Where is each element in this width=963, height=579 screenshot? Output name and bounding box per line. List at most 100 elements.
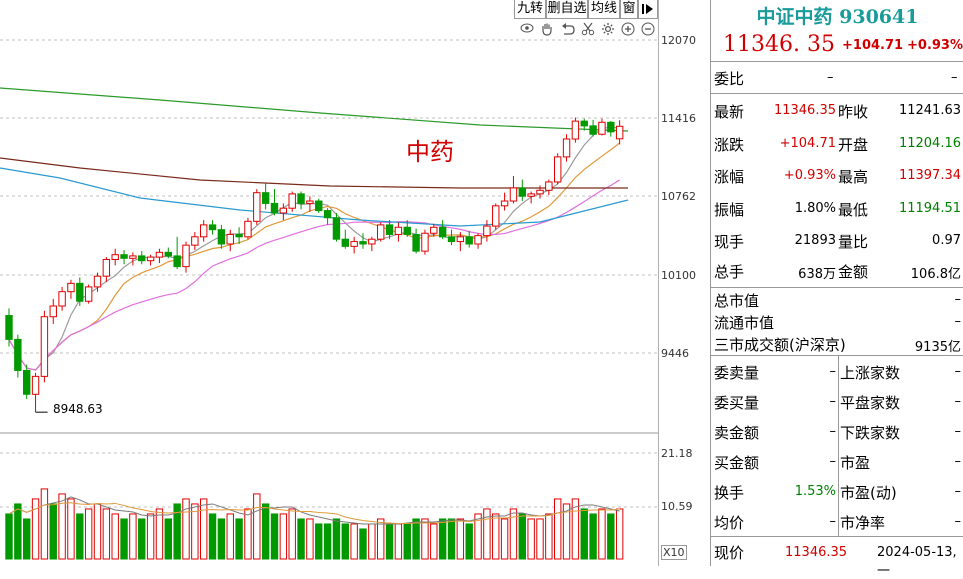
price-axis: 12070 11416 10762 10100 9446 21.18 10.59…: [658, 0, 711, 566]
footer-date: 2024-05-13,一: [877, 545, 957, 579]
candle-body: [615, 125, 624, 140]
kline-chart[interactable]: [0, 0, 658, 566]
volume-bar: [509, 508, 518, 560]
volume-tick: 10.59: [661, 500, 693, 513]
jiuzhuan-button[interactable]: 九转: [514, 0, 546, 19]
footer-price-value: 11346.35: [785, 545, 848, 560]
market-turnover-value: 9135亿: [914, 340, 961, 355]
undo-icon[interactable]: [561, 22, 575, 40]
volume-bar: [607, 513, 615, 560]
divider: [711, 61, 963, 62]
breadth-label: 下跌家数: [840, 424, 901, 442]
ma20-line: [8, 179, 620, 371]
grid-separator: [838, 356, 839, 536]
candle-body: [14, 338, 22, 371]
quote-row: 涨跌 +104.71 开盘 11204.16: [711, 130, 963, 160]
volume-bar: [155, 508, 164, 560]
ma30-line: [0, 167, 629, 227]
total-volume-label: 总手: [714, 263, 745, 281]
volume-bar: [288, 508, 296, 560]
breadth-label: 市盈: [840, 454, 871, 472]
lowest-price-marker: 8948.63: [53, 402, 103, 416]
quote-row: 振幅 1.80% 最低 11194.51: [711, 195, 963, 225]
arrow-right-icon[interactable]: [638, 0, 658, 19]
candle-body: [509, 187, 518, 202]
settings-icon[interactable]: [601, 22, 615, 40]
volume-bar: [261, 503, 270, 560]
breadth-row: 买金额 – 市盈 –: [711, 448, 963, 478]
candle-body: [598, 121, 606, 135]
volume-bar: [562, 503, 571, 560]
quote-label: 涨跌: [714, 135, 745, 154]
candle-body: [368, 238, 376, 245]
volume-bar: [315, 523, 323, 560]
volume-bar: [270, 513, 279, 560]
divider: [711, 355, 963, 356]
quote-value: 11204.16: [898, 135, 961, 151]
candle-body: [430, 226, 438, 234]
candle-body: [217, 229, 226, 245]
candle-body: [554, 156, 562, 183]
volume-bar: [49, 503, 57, 560]
candle-body: [456, 236, 465, 243]
price-tick: 12070: [661, 34, 696, 47]
quote-value: 11346.35: [773, 103, 836, 118]
volume-bar: [465, 523, 473, 560]
breadth-value: –: [829, 454, 837, 469]
quote-value: 11194.51: [898, 200, 961, 216]
remove-favorite-button[interactable]: 删自选: [546, 0, 588, 19]
volume-bar: [297, 518, 305, 560]
volume-bar: [456, 518, 465, 560]
candle-body: [297, 193, 305, 204]
hand-icon[interactable]: [540, 22, 554, 40]
candle-body: [536, 189, 544, 195]
volume-tick: 21.18: [661, 447, 693, 460]
volume-bar: [492, 513, 500, 560]
candle-body: [562, 138, 571, 158]
candle-body: [589, 125, 597, 135]
candle-body: [421, 232, 429, 252]
candle-body: [146, 256, 155, 262]
candle-body: [93, 275, 102, 288]
candle-body: [571, 120, 580, 140]
volume-bar: [164, 518, 173, 560]
candle-body: [208, 224, 217, 231]
volume-bar: [138, 518, 146, 560]
scissors-icon[interactable]: [581, 22, 595, 40]
candle-body: [270, 202, 279, 214]
ma120-line: [0, 87, 629, 132]
candle-body: [31, 375, 40, 395]
candle-body: [474, 235, 482, 245]
candle-body: [377, 224, 385, 240]
price-tick: 11416: [661, 112, 696, 125]
volume-bar: [111, 513, 119, 560]
breadth-value: –: [954, 514, 962, 529]
zoom-in-icon[interactable]: [621, 22, 635, 40]
zoom-out-icon[interactable]: [641, 22, 655, 40]
volume-bar: [235, 518, 243, 560]
quote-value: 0.97: [932, 233, 961, 248]
volume-bar: [430, 523, 438, 560]
moving-average-button[interactable]: 均线: [588, 0, 620, 19]
kline-chart-area[interactable]: 九转 删自选 均线 窗 中药 8948.63: [0, 0, 658, 566]
quote-value: 11397.34: [898, 168, 961, 183]
volume-bar: [571, 498, 580, 560]
window-button[interactable]: 窗: [620, 0, 638, 19]
divider: [711, 536, 963, 537]
breadth-value: –: [954, 394, 962, 409]
candle-body: [306, 200, 314, 204]
quote-label: 开盘: [838, 135, 869, 154]
candle-body: [412, 233, 420, 252]
volume-bar: [580, 508, 588, 560]
breadth-value: –: [829, 424, 837, 439]
eye-icon[interactable]: [520, 22, 534, 38]
volume-bar: [359, 528, 367, 560]
volume-bar: [545, 513, 553, 560]
candle-body: [385, 224, 394, 235]
quote-row: 现手 21893 量比 0.97: [711, 227, 963, 257]
volume-bar: [368, 523, 376, 560]
volume-bar: [377, 518, 385, 560]
breadth-value: –: [954, 424, 962, 439]
volume-bar: [146, 513, 155, 560]
volume-bar: [279, 513, 288, 560]
